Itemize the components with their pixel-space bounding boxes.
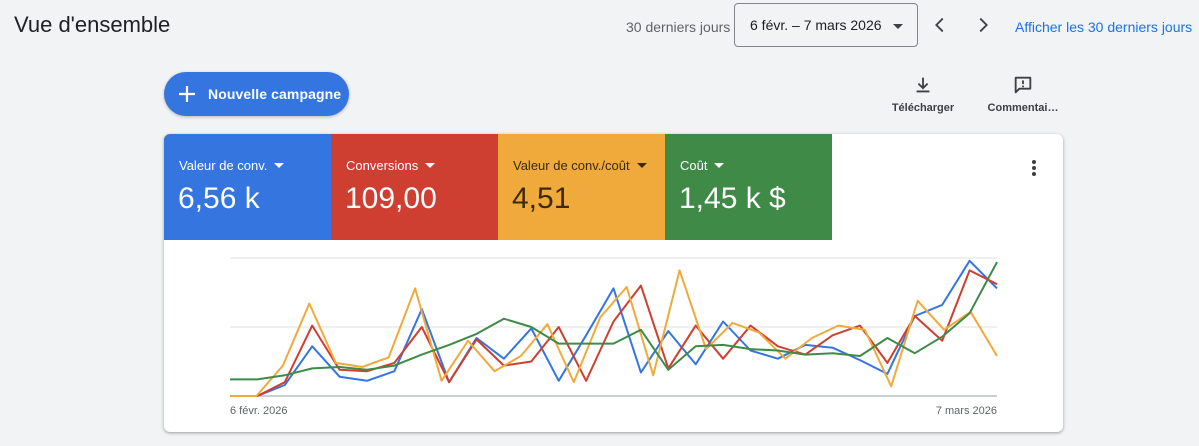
performance-line-chart: 6 févr. 2026 7 mars 2026 [230,257,998,417]
metric-tile-conversions[interactable]: Conversions 109,00 [331,134,498,240]
metric-value: 1,45 k $ [679,182,786,215]
metric-label: Valeur de conv./coût [513,158,630,173]
series-line-3 [230,261,998,381]
feedback-label: Commentai… [987,102,1059,114]
metric-value: 6,56 k [178,182,260,215]
caret-down-icon [274,163,285,168]
caret-down-icon [636,163,647,168]
x-tick-end: 7 mars 2026 [936,405,997,417]
metric-value: 109,00 [345,182,437,215]
previous-period-button[interactable] [927,12,953,38]
caret-down-icon [893,24,903,29]
chevron-left-icon [935,17,944,33]
chevron-right-icon [979,17,988,33]
x-tick-start: 6 févr. 2026 [230,405,288,417]
download-label: Télécharger [891,102,955,114]
date-range-value: 6 févr. – 7 mars 2026 [750,17,882,33]
feedback-button[interactable]: Commentai… [987,74,1059,114]
page-title: Vue d'ensemble [14,12,171,37]
overview-chart-card: Valeur de conv. 6,56 k Conversions 109,0… [164,134,1063,432]
download-icon [916,77,930,93]
caret-down-icon [714,163,725,168]
chart-gridlines [230,257,997,397]
new-campaign-button[interactable]: Nouvelle campagne [164,72,349,116]
download-button[interactable]: Télécharger [891,74,955,114]
series-line-2 [230,269,998,397]
new-campaign-label: Nouvelle campagne [208,86,342,102]
metric-value: 4,51 [512,182,571,215]
show-last-30-days-link[interactable]: Afficher les 30 derniers jours [1015,19,1193,35]
feedback-icon [1014,76,1032,94]
metric-tile-conv-value-per-cost[interactable]: Valeur de conv./coût 4,51 [498,134,665,240]
range-label: 30 derniers jours [626,19,731,35]
chart-series [230,259,998,397]
metric-tile-conv-value[interactable]: Valeur de conv. 6,56 k [164,134,331,240]
metric-tile-cost[interactable]: Coût 1,45 k $ [665,134,832,240]
metric-label: Valeur de conv. [179,158,268,173]
date-range-select[interactable]: 6 févr. – 7 mars 2026 [734,3,918,47]
metric-label: Conversions [346,158,419,173]
metric-label: Coût [680,158,708,173]
series-line-0 [230,259,998,397]
more-options-button[interactable] [1024,156,1044,180]
more-vert-icon [1032,160,1036,164]
caret-down-icon [425,163,436,168]
next-period-button[interactable] [970,12,996,38]
plus-icon [179,86,195,102]
